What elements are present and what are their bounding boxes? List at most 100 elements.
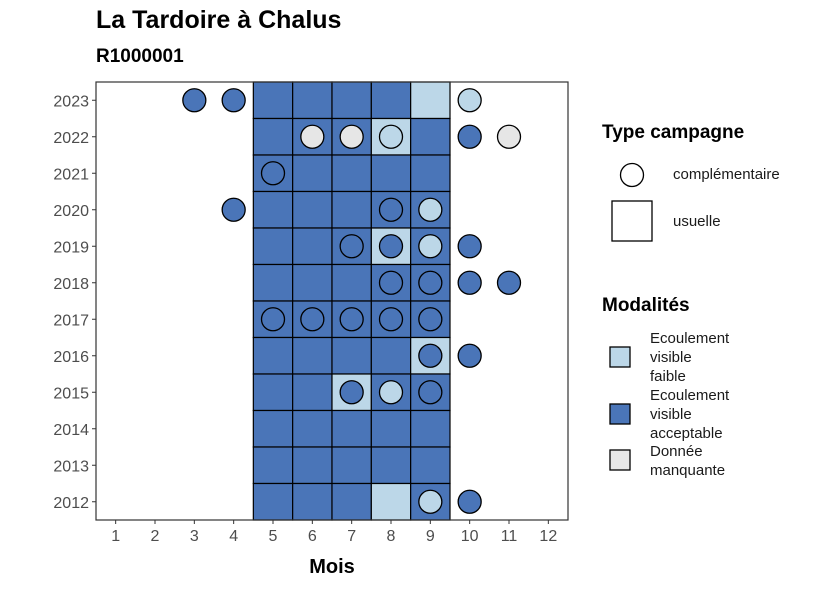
x-tick-label: 11 xyxy=(501,528,518,545)
x-tick-label: 8 xyxy=(387,528,396,545)
legend-key-acceptable xyxy=(609,403,631,425)
square-cell xyxy=(331,154,372,193)
legend-type-keys xyxy=(611,162,653,242)
plot-border xyxy=(95,81,569,521)
circle-point xyxy=(457,124,482,149)
circle-point xyxy=(378,307,404,332)
square-cell xyxy=(370,336,412,375)
circle-point xyxy=(221,88,246,113)
circle-point xyxy=(300,307,325,332)
circle-point xyxy=(457,88,482,113)
square-cell xyxy=(331,336,372,375)
circle-point xyxy=(339,124,364,149)
y-tick-label: 2020 xyxy=(53,203,89,220)
x-tick-label: 10 xyxy=(461,528,479,545)
circle-point xyxy=(260,161,286,186)
square-cell xyxy=(292,81,333,120)
square-cell xyxy=(252,482,294,521)
circle-point xyxy=(457,489,482,514)
x-tick-label: 12 xyxy=(539,528,557,545)
y-tick-label: 2016 xyxy=(53,349,89,366)
square-cell xyxy=(370,154,412,193)
y-tick-label: 2017 xyxy=(53,312,89,329)
circle-point xyxy=(496,270,522,295)
circle-point xyxy=(496,124,522,149)
circle-point xyxy=(418,197,443,222)
square-cell xyxy=(292,227,333,266)
square-cell xyxy=(292,409,333,448)
square-cell xyxy=(252,81,294,120)
legend-circle-key xyxy=(619,162,645,188)
legend-label-faible: Ecoulement visible faible xyxy=(650,330,730,385)
square-cell xyxy=(292,482,333,521)
legend-label-usuelle: usuelle xyxy=(673,213,721,230)
x-tick-label: 4 xyxy=(229,528,238,545)
square-cell xyxy=(252,336,294,375)
x-tick-label: 6 xyxy=(308,528,317,545)
square-cell xyxy=(292,373,333,412)
circle-point xyxy=(300,124,325,149)
legend-type-title: Type campagne xyxy=(602,122,745,143)
x-tick-label: 2 xyxy=(151,528,160,545)
y-tick-label: 2023 xyxy=(53,93,89,110)
circle-point xyxy=(182,88,207,113)
square-cell xyxy=(292,154,333,193)
square-cell xyxy=(252,117,294,156)
square-cell xyxy=(331,81,372,120)
circle-point xyxy=(260,307,286,332)
square-cell xyxy=(292,336,333,375)
square-cell xyxy=(252,409,294,448)
square-cell xyxy=(410,409,451,448)
x-tick-label: 9 xyxy=(426,528,435,545)
y-tick-label: 2014 xyxy=(53,422,89,439)
circle-point xyxy=(339,380,364,405)
square-cell xyxy=(331,446,372,485)
square-cell xyxy=(331,263,372,302)
square-cell xyxy=(331,482,372,521)
circle-point xyxy=(457,234,482,259)
circle-point xyxy=(378,197,404,222)
square-cell xyxy=(410,117,451,156)
circle-point xyxy=(457,343,482,368)
square-cell xyxy=(252,446,294,485)
circle-point xyxy=(418,343,443,368)
square-cell xyxy=(410,154,451,193)
y-tick-label: 2018 xyxy=(53,276,89,293)
square-cell xyxy=(331,190,372,229)
circle-point xyxy=(457,270,482,295)
square-cell xyxy=(410,81,451,120)
circle-point xyxy=(418,380,443,405)
square-cell xyxy=(252,227,294,266)
square-cell xyxy=(370,409,412,448)
circle-point xyxy=(339,234,364,259)
square-cell xyxy=(252,263,294,302)
x-tick-label: 1 xyxy=(111,528,120,545)
square-cell xyxy=(292,446,333,485)
legend-label-complementaire: complémentaire xyxy=(673,166,780,183)
y-tick-label: 2021 xyxy=(53,166,89,183)
square-cell xyxy=(292,263,333,302)
circle-point xyxy=(418,270,443,295)
circle-point xyxy=(378,124,404,149)
x-tick-label: 3 xyxy=(190,528,199,545)
legend-square-key xyxy=(611,200,653,242)
circle-point xyxy=(339,307,364,332)
square-cell xyxy=(410,446,451,485)
square-cell xyxy=(370,446,412,485)
legend-label-manquante: Donnée manquante xyxy=(650,443,726,479)
x-tick-label: 7 xyxy=(347,528,356,545)
legend-modalites-keys xyxy=(609,346,631,471)
y-tick-label: 2019 xyxy=(53,239,89,256)
circle-point xyxy=(418,307,443,332)
square-cell xyxy=(252,190,294,229)
square-cell xyxy=(370,482,412,521)
legend-key-manquante xyxy=(609,449,631,471)
circle-point xyxy=(418,234,443,259)
circle-point xyxy=(378,380,404,405)
square-cell xyxy=(370,81,412,120)
y-tick-label: 2012 xyxy=(53,495,89,512)
circle-point xyxy=(378,270,404,295)
circle-point xyxy=(221,197,246,222)
square-cell xyxy=(252,373,294,412)
